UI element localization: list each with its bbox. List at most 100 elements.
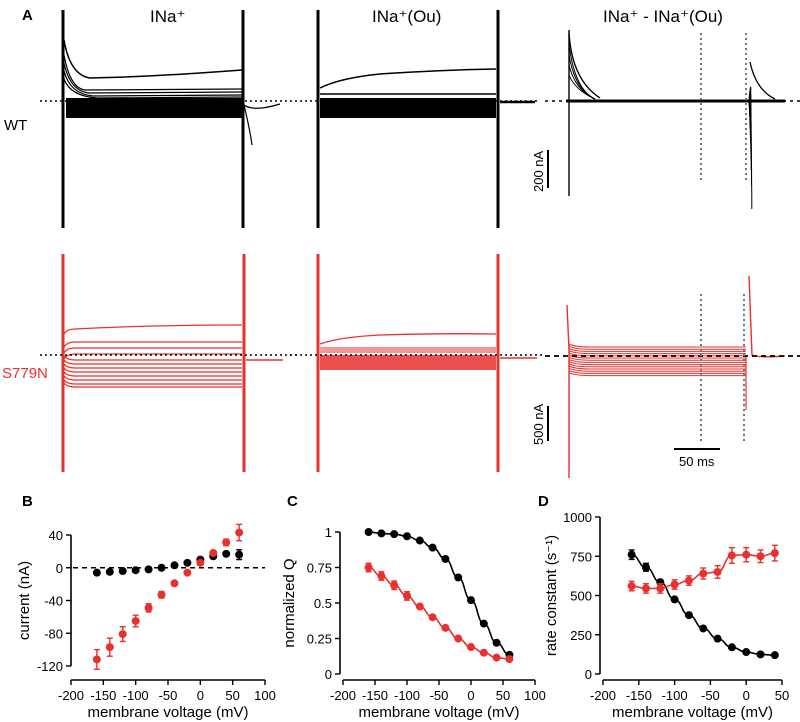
scale-label-wt: 200 nA: [531, 150, 546, 192]
data-point: [118, 567, 127, 576]
trace-s779n-diff: [568, 352, 746, 357]
x-tick-label: -200: [330, 688, 356, 703]
data-point: [670, 595, 679, 604]
data-point: [441, 554, 450, 563]
data-point: [157, 563, 166, 572]
trace-s779n-diff-tail: [748, 275, 786, 358]
trace-s779n-diff: [568, 356, 746, 361]
y-tick-label: 40: [49, 528, 63, 543]
series-s779n: [92, 523, 244, 670]
series-wt: [92, 549, 244, 577]
trace-wt-ina: [63, 78, 243, 99]
data-point: [441, 623, 450, 632]
x-tick-label: -150: [626, 688, 652, 703]
x-tick-label: 100: [254, 688, 276, 703]
data-point: [756, 552, 765, 561]
trace-wt-ina-ou: [319, 68, 497, 89]
data-point: [742, 648, 751, 657]
data-point: [670, 580, 679, 589]
panel-letter-d: D: [538, 493, 549, 510]
data-point: [699, 624, 708, 633]
y-tick-label: 0.75: [307, 561, 332, 576]
y-tick-label: 500: [570, 589, 592, 604]
column-title-ina-ou: INa⁺(Ou): [372, 7, 441, 26]
data-point: [377, 572, 386, 581]
data-point: [713, 567, 722, 576]
data-point: [492, 653, 501, 662]
x-tick-label: -100: [662, 688, 688, 703]
trace-s779n-ina: [63, 324, 243, 335]
trace-s779n-diff: [568, 372, 746, 377]
data-point: [390, 530, 399, 539]
series-s779n: [364, 562, 514, 664]
y-tick-label: -80: [44, 626, 63, 641]
y-tick-label: -40: [44, 594, 63, 609]
x-tick-label: 0: [467, 688, 474, 703]
data-point: [505, 655, 514, 664]
data-point: [415, 536, 424, 545]
series-wt: [627, 549, 779, 660]
trace-s779n-ina: [63, 353, 242, 360]
trace-s779n-ina: [63, 382, 242, 388]
x-axis-label: membrane voltage (mV): [612, 704, 773, 721]
data-point: [222, 538, 231, 547]
data-point: [713, 634, 722, 643]
trace-wt-ina: [63, 70, 243, 97]
tail-current-wt-ina: [243, 103, 281, 146]
data-point: [467, 596, 475, 605]
trace-band-wt-ina-ou: [320, 98, 496, 118]
trace-s779n-diff: [568, 347, 746, 352]
series-s779n: [627, 544, 779, 594]
trace-s779n-ina-ou: [319, 333, 497, 345]
chart-c-normalized-q: 0 0.25 0.5 0.75 1 -200 -150 -100 -50 0 50 100 membra…: [281, 525, 546, 721]
trace-s779n-diff: [568, 361, 746, 366]
panel-letter-b: B: [22, 493, 33, 510]
trace-s779n-diff: [568, 350, 746, 355]
data-point: [222, 549, 231, 558]
data-point: [627, 582, 636, 591]
data-point: [183, 568, 192, 577]
x-axis-label: membrane voltage (mV): [359, 704, 520, 721]
transient-s779n-diff-on: [566, 304, 570, 478]
x-tick-label: 100: [524, 688, 546, 703]
data-point: [641, 563, 650, 572]
data-point: [364, 563, 373, 572]
trace-s779n-ina: [63, 355, 242, 361]
data-point: [627, 550, 636, 559]
data-point: [92, 655, 101, 664]
data-point: [428, 613, 437, 622]
data-point: [105, 567, 114, 576]
x-tick-label: -100: [123, 688, 149, 703]
y-axis-label: normalized Q: [281, 558, 298, 647]
series-wt: [364, 528, 514, 659]
x-tick-label: -50: [430, 688, 449, 703]
column-title-ina: INa⁺: [150, 7, 185, 26]
data-point: [209, 549, 218, 558]
data-point: [92, 568, 101, 577]
y-tick-label: 0: [56, 561, 63, 576]
y-tick-label: 0: [325, 667, 332, 682]
x-tick-label: 50: [225, 688, 239, 703]
scale-bar-s779n: 500 nA: [531, 403, 549, 445]
fit-line: [368, 531, 510, 656]
y-tick-label: 1000: [563, 510, 592, 525]
trace-wt-diff: [568, 32, 601, 99]
trace-s779n-diff: [568, 345, 746, 350]
data-point: [196, 558, 205, 567]
y-tick-label: 0: [585, 667, 592, 682]
row-label-wt: WT: [4, 117, 27, 134]
data-point: [770, 549, 779, 558]
y-tick-label: 750: [570, 549, 592, 564]
y-tick-label: 0.5: [314, 596, 332, 611]
data-point: [699, 569, 708, 578]
data-point: [641, 584, 650, 593]
data-point: [756, 650, 765, 659]
data-point: [131, 616, 140, 625]
data-point: [403, 591, 411, 600]
data-point: [656, 584, 665, 593]
data-point: [364, 528, 373, 536]
x-tick-label: 0: [743, 688, 750, 703]
x-tick-label: -150: [90, 688, 116, 703]
trace-wt-diff-tail: [749, 61, 776, 100]
